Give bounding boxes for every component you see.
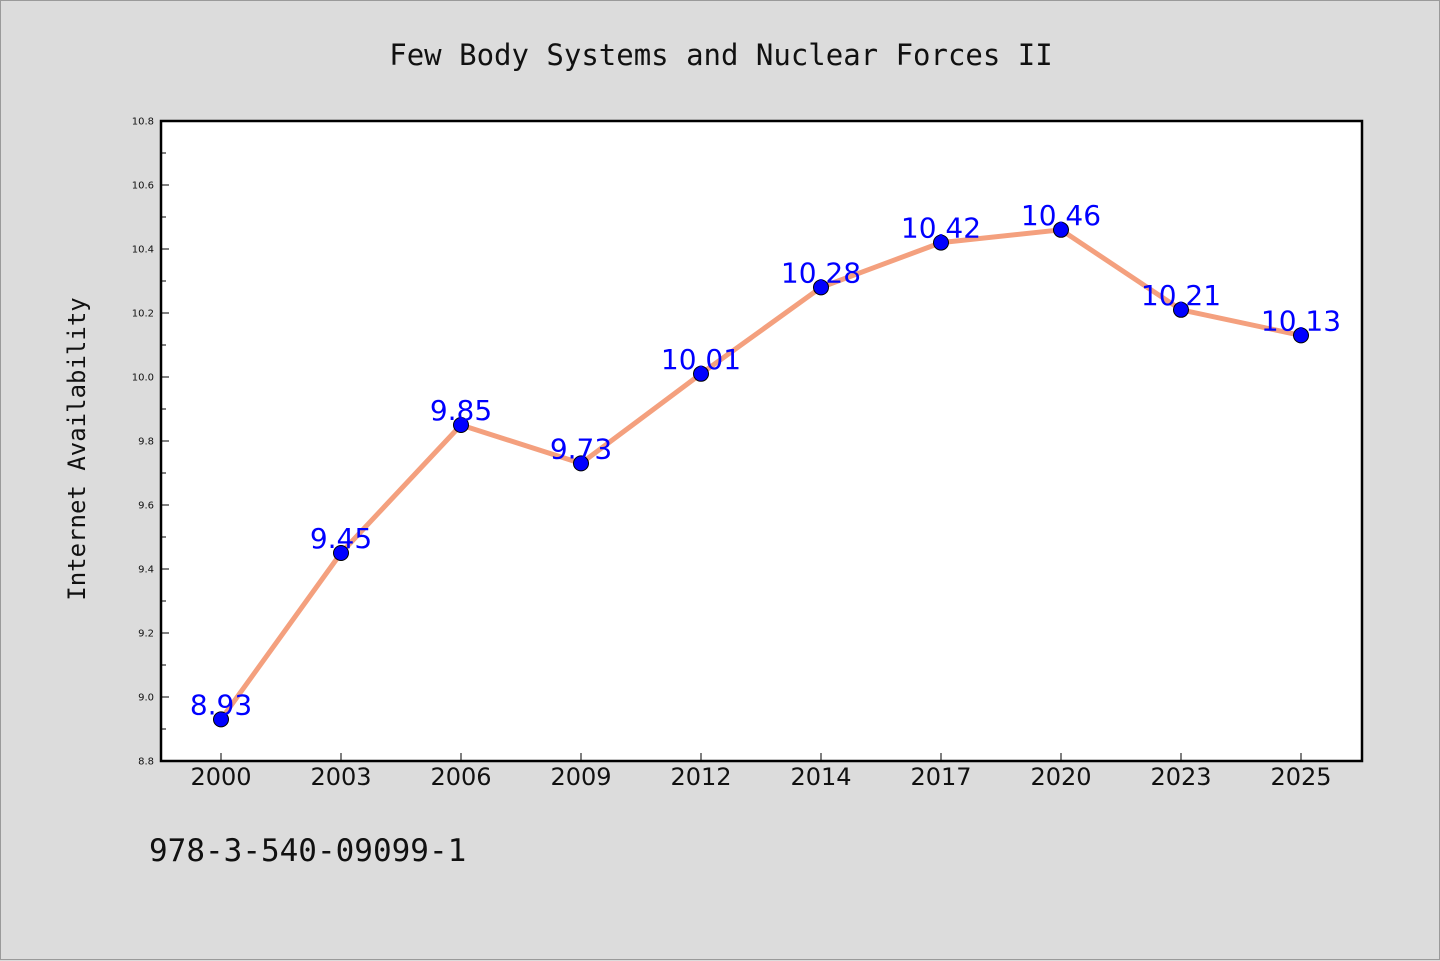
data-points — [213, 221, 1309, 728]
x-tick-label: 2006 — [430, 763, 491, 791]
data-label: 10.28 — [781, 256, 861, 289]
data-label: 10.01 — [661, 343, 741, 376]
x-tick-label: 2000 — [190, 763, 251, 791]
y-tick-label: 9.8 — [138, 437, 154, 448]
y-tick-label: 9.6 — [138, 501, 154, 512]
plot-area — [159, 119, 1364, 763]
x-tick-label: 2012 — [670, 763, 731, 791]
y-tick-label: 10.4 — [132, 245, 154, 256]
y-axis-ticks: 8.8 9.0 9.2 9.4 9.6 9.8 10.0 10.2 10.4 10.6 10.8 — [132, 117, 169, 768]
data-label: 10.21 — [1141, 279, 1221, 312]
y-tick-label: 10.2 — [132, 309, 154, 320]
x-tick-label: 2023 — [1150, 763, 1211, 791]
x-tick-label: 2017 — [910, 763, 971, 791]
y-tick-label: 10.0 — [132, 373, 154, 384]
data-point — [1173, 301, 1189, 318]
data-point — [333, 545, 349, 561]
data-label: 8.93 — [190, 688, 252, 721]
x-tick-label: 2009 — [550, 763, 611, 791]
x-tick-label: 2025 — [1270, 763, 1331, 791]
data-point — [213, 711, 229, 728]
x-tick-label: 2014 — [790, 763, 851, 791]
series-line-group — [218, 227, 1304, 722]
data-point — [453, 417, 469, 433]
data-point — [933, 234, 949, 251]
data-label: 9.85 — [430, 394, 492, 427]
y-tick-label: 10.6 — [132, 181, 154, 192]
data-point — [573, 455, 589, 472]
footer-code: 978-3-540-09099-1 — [149, 833, 467, 869]
data-labels: 8.93 9.45 9.85 9.73 10.01 10.28 10.42 10.46 10.2… — [190, 199, 1341, 722]
data-label: 9.45 — [310, 522, 372, 555]
data-label: 9.73 — [550, 432, 612, 465]
x-axis-ticks: 2000 2003 2006 2009 2012 2014 2017 2020 2023 2025 — [190, 753, 1332, 791]
data-point — [1053, 221, 1069, 238]
x-tick-label: 2003 — [310, 763, 371, 791]
y-axis-label: Internet Availability — [63, 297, 91, 600]
y-tick-label: 10.8 — [132, 117, 154, 128]
data-label: 10.46 — [1021, 199, 1101, 232]
data-label: 10.42 — [901, 212, 981, 245]
y-tick-label: 9.2 — [138, 629, 154, 640]
data-point — [1293, 327, 1309, 344]
series-line — [218, 227, 1304, 722]
y-tick-label: 8.8 — [138, 757, 154, 768]
x-tick-label: 2020 — [1030, 763, 1091, 791]
y-tick-label: 9.4 — [138, 565, 154, 576]
chart-title: Few Body Systems and Nuclear Forces II — [389, 38, 1052, 72]
data-point — [693, 365, 709, 382]
y-tick-label: 9.0 — [138, 693, 154, 704]
data-point — [813, 279, 829, 296]
data-label: 10.13 — [1261, 304, 1341, 337]
